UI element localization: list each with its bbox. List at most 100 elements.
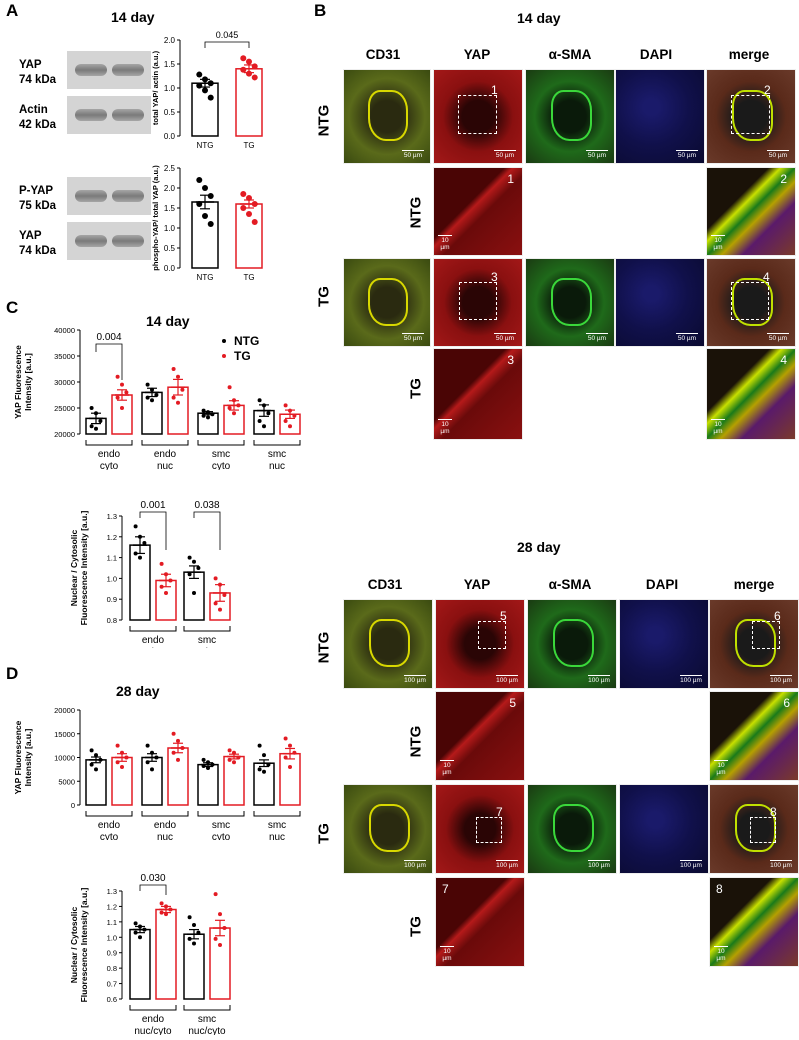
legend-label: TG xyxy=(234,349,251,363)
bar xyxy=(191,201,219,269)
significance-bracket xyxy=(139,884,167,895)
scale-bar: 100 µm xyxy=(588,862,610,869)
micrograph-dapi: 100 µm xyxy=(619,784,709,874)
data-point xyxy=(283,403,288,408)
x-tick-label: TG xyxy=(243,273,254,282)
column-header-merge: merge xyxy=(728,47,770,62)
chart-total-yap: 0.0 0.5 1.0 1.5 2.0 total YAP/ actin (a.u.) NT… xyxy=(151,30,263,150)
x-tick-label: nuc xyxy=(157,461,173,470)
scale-bar: 10 µm xyxy=(714,760,728,776)
significance-bracket xyxy=(193,511,221,550)
data-point xyxy=(292,413,297,418)
data-point xyxy=(168,578,173,583)
data-point xyxy=(192,590,196,595)
scale-bar: 100 µm xyxy=(404,862,426,869)
category-bracket xyxy=(141,440,189,446)
data-point xyxy=(138,555,142,560)
data-point xyxy=(218,582,222,587)
significance-bracket xyxy=(95,343,123,380)
scale-bar: 10 µm xyxy=(714,946,728,962)
data-point xyxy=(201,764,206,769)
data-point xyxy=(227,748,232,753)
row-label-ntg-zoom: NTG xyxy=(407,196,425,229)
x-tick-label: cyto xyxy=(100,461,119,470)
x-tick-label: smc xyxy=(198,635,216,646)
y-axis-label: Nuclear / CytosolicFluorescence Intensit… xyxy=(69,887,89,1002)
vessel-outline xyxy=(550,278,592,326)
micrograph-yap: 1 50 µm xyxy=(433,69,523,164)
scale-bar: 10 µm xyxy=(711,419,725,435)
vessel-outline xyxy=(731,278,773,326)
data-point xyxy=(176,738,180,743)
tile-number: 7 xyxy=(442,882,449,896)
column-header-sma: α-SMA xyxy=(548,577,592,592)
data-point xyxy=(187,915,192,920)
panel-letter-b: B xyxy=(314,1,327,20)
data-point xyxy=(251,74,258,81)
data-point xyxy=(159,910,164,915)
tile-number: 2 xyxy=(764,83,771,97)
x-tick-label: nuc xyxy=(157,832,173,840)
chart-c-nuc-cyto-ratio: 0.8 0.9 1.0 1.1 1.2 1.3 Nuclear / CytosolicFlu… xyxy=(69,500,231,648)
p-value-label: 0.045 xyxy=(216,30,239,40)
data-point xyxy=(150,750,154,755)
micrograph-merge: 6 100 µm xyxy=(709,599,799,689)
data-point xyxy=(227,406,232,410)
data-point xyxy=(192,941,196,946)
scale-bar: 100 µm xyxy=(770,862,792,869)
micrograph-sma: 50 µm xyxy=(525,258,615,347)
scale-bar: 100 µm xyxy=(588,677,610,684)
data-point xyxy=(232,398,236,403)
row-label-ntg-zoom: NTG xyxy=(407,725,425,758)
data-point xyxy=(206,760,210,765)
x-tick-label: TG xyxy=(243,141,254,150)
blot-image xyxy=(67,96,151,134)
zoom-region-box xyxy=(476,817,502,843)
data-point xyxy=(218,943,222,947)
x-tick-label: smc xyxy=(212,820,230,831)
y-tick-label: 1.0 xyxy=(164,84,176,93)
data-point xyxy=(196,201,203,207)
blot-image xyxy=(67,51,151,89)
data-point xyxy=(257,419,262,423)
micrograph-yap: 5 100 µm xyxy=(435,599,525,689)
bar xyxy=(111,756,133,806)
data-point xyxy=(138,534,142,539)
y-tick-label: 30000 xyxy=(54,378,75,387)
data-point xyxy=(120,765,124,769)
data-point xyxy=(94,411,98,416)
data-point xyxy=(89,406,94,410)
tile-number: 7 xyxy=(496,805,503,819)
data-point xyxy=(154,393,159,397)
y-tick-label: 1.1 xyxy=(107,554,117,563)
data-point xyxy=(89,762,94,767)
data-point xyxy=(236,755,241,760)
data-point xyxy=(283,419,288,423)
tile-number: 2 xyxy=(780,172,787,186)
data-point xyxy=(133,551,138,556)
chart-d-nuc-cyto-ratio: 0.6 0.7 0.8 0.9 1.0 1.1 1.2 1.3 Nuclear / Cytoso… xyxy=(69,873,231,1035)
micrograph-yap-zoom: 5 10 µm xyxy=(435,691,525,781)
bar xyxy=(183,571,205,621)
panel-c-title: 14 day xyxy=(146,313,190,329)
data-point xyxy=(292,750,297,755)
x-tick-label: endo xyxy=(142,635,165,646)
x-tick-label: smc xyxy=(268,820,286,831)
data-point xyxy=(201,408,206,413)
data-point xyxy=(192,559,196,564)
data-point xyxy=(150,387,154,392)
data-point xyxy=(138,924,142,929)
data-point xyxy=(164,904,168,909)
panel-b-title-28: 28 day xyxy=(517,539,561,555)
y-tick-label: 1.2 xyxy=(107,533,117,542)
y-tick-label: 0.0 xyxy=(164,264,176,273)
data-point xyxy=(145,760,150,765)
data-point xyxy=(210,762,215,767)
x-tick-label: cyto xyxy=(212,832,231,840)
category-bracket xyxy=(197,811,245,817)
y-tick-label: 1.3 xyxy=(107,887,117,896)
data-point xyxy=(94,753,98,758)
bar xyxy=(253,762,275,806)
x-tick-label: endo xyxy=(98,449,121,460)
column-header-yap: YAP xyxy=(463,577,491,592)
